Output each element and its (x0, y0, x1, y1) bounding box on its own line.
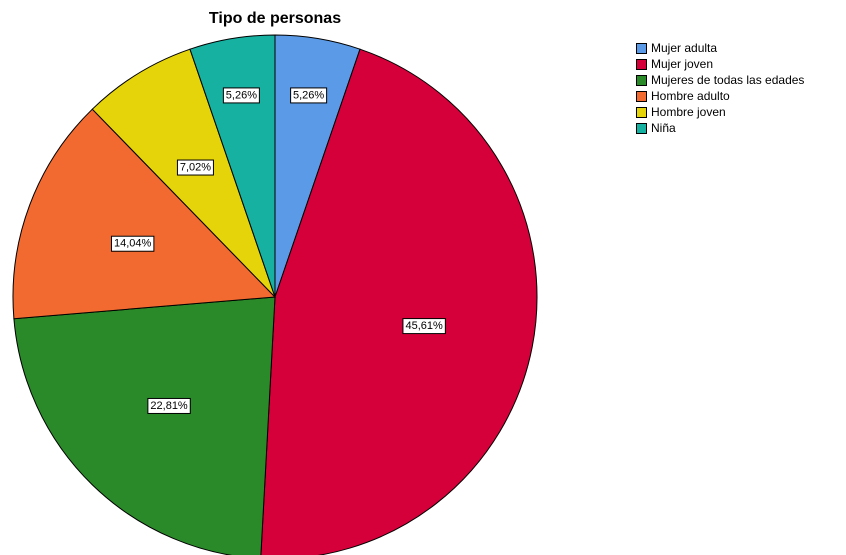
legend-label-1: Mujer joven (651, 57, 714, 71)
slice-label-text-1: 45,61% (405, 320, 443, 332)
slice-label-text-5: 5,26% (226, 89, 257, 101)
slice-label-text-0: 5,26% (293, 89, 324, 101)
legend-label-4: Hombre joven (651, 105, 726, 119)
legend-swatch-5 (636, 122, 647, 134)
pie-slice-2 (13, 296, 276, 555)
slice-label-1: 45,61% (402, 318, 446, 335)
pie-slice-1 (260, 48, 538, 555)
legend-label-2: Mujeres de todas las edades (651, 73, 805, 87)
legend-label-5: Niña (651, 121, 676, 135)
slice-label-box-3 (110, 235, 155, 252)
legend-swatch-4 (636, 106, 647, 118)
slice-label-box-5 (222, 87, 260, 104)
legend-swatch-2 (636, 74, 647, 86)
legend-item-3: Hombre adulto (636, 88, 804, 104)
slice-label-0: 5,26% (290, 87, 328, 104)
slice-label-box-1 (402, 318, 446, 335)
legend-item-2: Mujeres de todas las edades (636, 72, 804, 88)
legend-label-0: Mujer adulta (651, 41, 718, 55)
legend: Mujer adulta Mujer joven Mujeres de todas … (636, 40, 804, 136)
legend-swatch-3 (636, 90, 647, 102)
slice-label-4: 7,02% (176, 159, 214, 176)
legend-item-5: Niña (636, 120, 804, 136)
slice-label-3: 14,04% (110, 235, 155, 252)
slice-label-5: 5,26% (222, 87, 260, 104)
slice-label-text-2: 22,81% (150, 400, 188, 412)
slice-label-box-2 (147, 397, 191, 414)
pie-chart: 5,26% 45,61% 22,81% 14,04% 7,02% 5,26% (12, 34, 538, 555)
legend-item-1: Mujer joven (636, 56, 804, 72)
slice-label-box-0 (290, 87, 328, 104)
slice-label-text-4: 7,02% (180, 162, 211, 174)
pie-slice-3 (12, 108, 277, 320)
chart-title: Tipo de personas (208, 10, 342, 27)
legend-swatch-1 (636, 58, 647, 70)
legend-label-3: Hombre adulto (651, 89, 730, 103)
legend-swatch-0 (636, 42, 647, 54)
slice-label-box-4 (176, 159, 214, 176)
slice-label-2: 22,81% (147, 397, 191, 414)
slice-label-text-3: 14,04% (114, 238, 152, 250)
legend-item-4: Hombre joven (636, 104, 804, 120)
legend-item-0: Mujer adulta (636, 40, 804, 56)
